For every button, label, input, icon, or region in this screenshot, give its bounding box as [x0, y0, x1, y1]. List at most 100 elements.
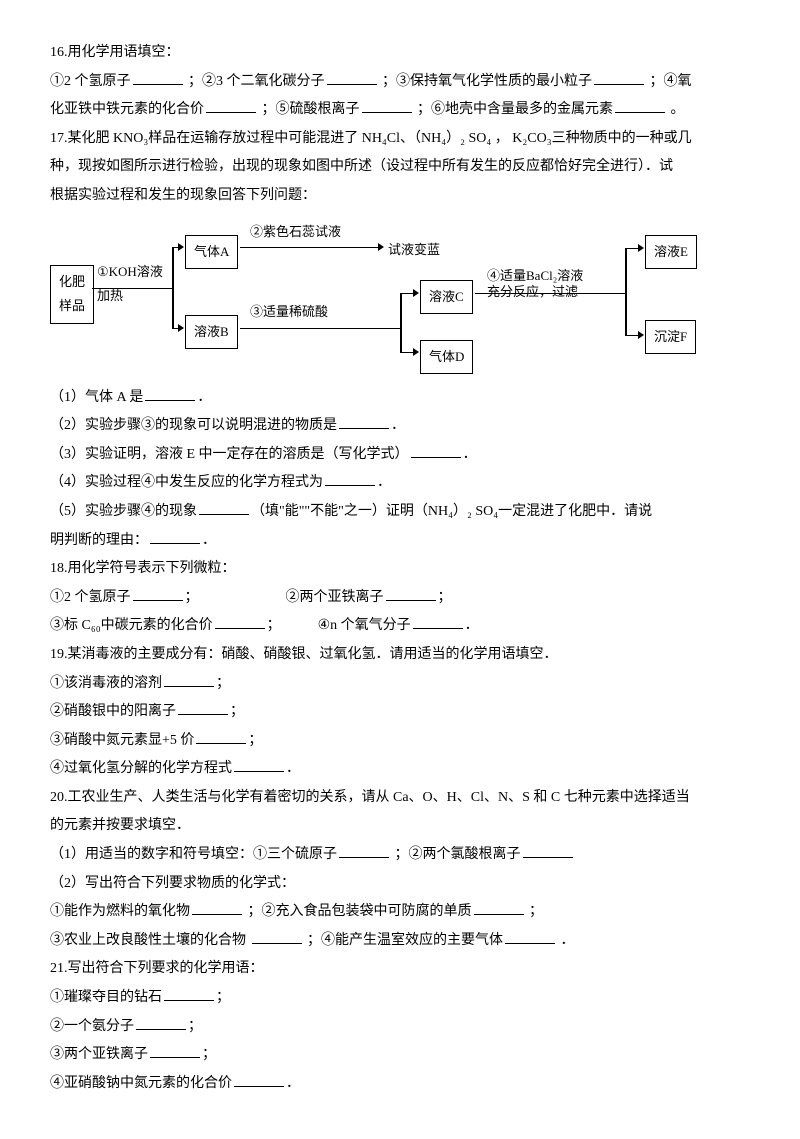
box-gasA: 气体A [185, 235, 238, 270]
text: ③农业上改良酸性土壤的化合物 [50, 933, 250, 948]
text: （3）实验证明，溶液 E 中一定存在的溶质是（写化学式） [50, 447, 409, 462]
text: 明判断的理由： [50, 533, 148, 548]
blank[interactable] [325, 472, 375, 486]
blank[interactable] [411, 444, 461, 458]
blank[interactable] [199, 501, 249, 515]
text: ④亚硝酸钠中氮元素的化合价 [50, 1076, 232, 1091]
blank[interactable] [145, 387, 195, 401]
blank[interactable] [150, 1044, 200, 1058]
text: （1）用适当的数字和符号填空：①三个硫原子 [50, 847, 337, 862]
q20-sub4: ③农业上改良酸性土壤的化合物 ；④能产生温室效应的主要气体 ． [50, 928, 750, 955]
text: 。 [671, 102, 685, 117]
label-result1: 试液变蓝 [388, 238, 440, 263]
label-litmus: ②紫色石蕊试液 [250, 220, 341, 245]
q16-line1: ①2 个氢原子 ；②3 个二氧化碳分子 ；③保持氧气化学性质的最小粒子 ；④氧 [50, 69, 750, 96]
blank[interactable] [339, 415, 389, 429]
blank[interactable] [150, 530, 200, 544]
arrow-head [638, 244, 644, 252]
text: （1）气体 A 是 [50, 390, 143, 405]
q17-intro3: 根据实验过程和发生的现象回答下列问题： [50, 183, 750, 210]
text: ③硝酸中氮元素显+5 价 [50, 733, 194, 748]
blank[interactable] [133, 587, 183, 601]
q20-sub1: （1）用适当的数字和符号填空：①三个硫原子 ；②两个氯酸根离子 [50, 842, 750, 869]
box-gasD: 气体D [420, 340, 473, 375]
box-solE: 溶液E [645, 235, 697, 270]
text: ；④能产生温室效应的主要气体 [307, 933, 503, 948]
text: （5）实验步骤④的现象 [50, 504, 197, 519]
blank[interactable] [252, 930, 302, 944]
arrow-head [378, 243, 384, 251]
text: ④n 个氧气分子 [318, 618, 411, 633]
text: ； [267, 618, 281, 633]
blank[interactable] [196, 730, 246, 744]
blank[interactable] [327, 71, 377, 85]
text: ④过氧化氢分解的化学方程式 [50, 761, 232, 776]
arrow-head [178, 243, 184, 251]
blank[interactable] [523, 844, 573, 858]
blank[interactable] [234, 758, 284, 772]
text: ②硝酸银中的阳离子 [50, 704, 176, 719]
q19-sub4: ④过氧化氢分解的化学方程式． [50, 756, 750, 783]
text: ． [463, 447, 477, 462]
text: ①2 个氢原子 [50, 74, 131, 89]
flowchart: 化肥样品 气体A 溶液B 溶液C 气体D 溶液E 沉淀F ①KOH溶液加热 ②紫… [50, 220, 750, 370]
text: 化亚铁中铁元素的化合价 [50, 102, 204, 117]
blank[interactable] [386, 587, 436, 601]
q19-sub3: ③硝酸中氮元素显+5 价 ； [50, 728, 750, 755]
text: ； [529, 904, 543, 919]
q17-intro2: 种，现按如图所示进行检验，出现的现象如图中所述（设过程中所有发生的反应都恰好完全… [50, 154, 750, 181]
text: ； [248, 733, 262, 748]
text: ；⑤硫酸根离子 [262, 102, 360, 117]
blank[interactable] [164, 673, 214, 687]
box-solC: 溶液C [420, 280, 473, 315]
text: ②两个亚铁离子 [286, 590, 384, 605]
arrow-head [413, 348, 419, 356]
q17-sub1: （1）气体 A 是． [50, 385, 750, 412]
box-sample: 化肥样品 [50, 265, 94, 324]
q19-sub2: ②硝酸银中的阳离子 ； [50, 699, 750, 726]
blank[interactable] [413, 615, 463, 629]
arrow [240, 247, 380, 249]
q17-sub4: （4）实验过程④中发生反应的化学方程式为． [50, 470, 750, 497]
text: （2）实验步骤③的现象可以说明混进的物质是 [50, 418, 337, 433]
text: ． [465, 618, 479, 633]
q17-sub5a: （5）实验步骤④的现象 （填"能""不能"之一）证明（NH₄）₂ SO₄一定混进了… [50, 499, 750, 526]
text: ； [216, 676, 230, 691]
text: ①璀璨夺目的钻石 [50, 990, 162, 1005]
blank[interactable] [136, 1016, 186, 1030]
blank[interactable] [474, 901, 524, 915]
q18-line1: ①2 个氢原子； ②两个亚铁离子； [50, 585, 750, 612]
blank[interactable] [206, 99, 256, 113]
text: ； [230, 704, 244, 719]
q21-sub1: ①璀璨夺目的钻石 ； [50, 985, 750, 1012]
label-koh: ①KOH溶液加热 [97, 260, 163, 309]
text: ；③保持氧气化学性质的最小粒子 [382, 74, 592, 89]
blank[interactable] [234, 1073, 284, 1087]
blank[interactable] [164, 987, 214, 1001]
q20-sub2: （2）写出符合下列要求物质的化学式： [50, 871, 750, 898]
q20-sub3: ①能作为燃料的氧化物 ；②充入食品包装袋中可防腐的单质 ； [50, 899, 750, 926]
blank[interactable] [215, 615, 265, 629]
blank[interactable] [594, 71, 644, 85]
blank[interactable] [178, 701, 228, 715]
text: ； [216, 990, 230, 1005]
blank[interactable] [362, 99, 412, 113]
blank[interactable] [505, 930, 555, 944]
q18-line2: ③标 C₆₀中碳元素的化合价 ； ④n 个氧气分子 ． [50, 613, 750, 640]
q17-sub2: （2）实验步骤③的现象可以说明混进的物质是． [50, 413, 750, 440]
blank[interactable] [192, 901, 242, 915]
arrow [172, 247, 174, 329]
text: ③标 C₆₀中碳元素的化合价 [50, 618, 213, 633]
arrow-head [638, 331, 644, 339]
q16-line2: 化亚铁中铁元素的化合价 ；⑤硫酸根离子 ；⑥地壳中含量最多的金属元素 。 [50, 97, 750, 124]
text: ． [202, 533, 216, 548]
text: ；②3 个二氧化碳分子 [188, 74, 325, 89]
label-sulfuric: ③适量稀硫酸 [250, 300, 328, 325]
blank[interactable] [133, 71, 183, 85]
q17-sub3: （3）实验证明，溶液 E 中一定存在的溶质是（写化学式） ． [50, 442, 750, 469]
text: ；④氧 [650, 74, 692, 89]
blank[interactable] [615, 99, 665, 113]
text: （填"能""不能"之一）证明（NH₄）₂ SO₄一定混进了化肥中．请说 [251, 504, 652, 519]
box-precF: 沉淀F [645, 320, 696, 355]
blank[interactable] [339, 844, 389, 858]
